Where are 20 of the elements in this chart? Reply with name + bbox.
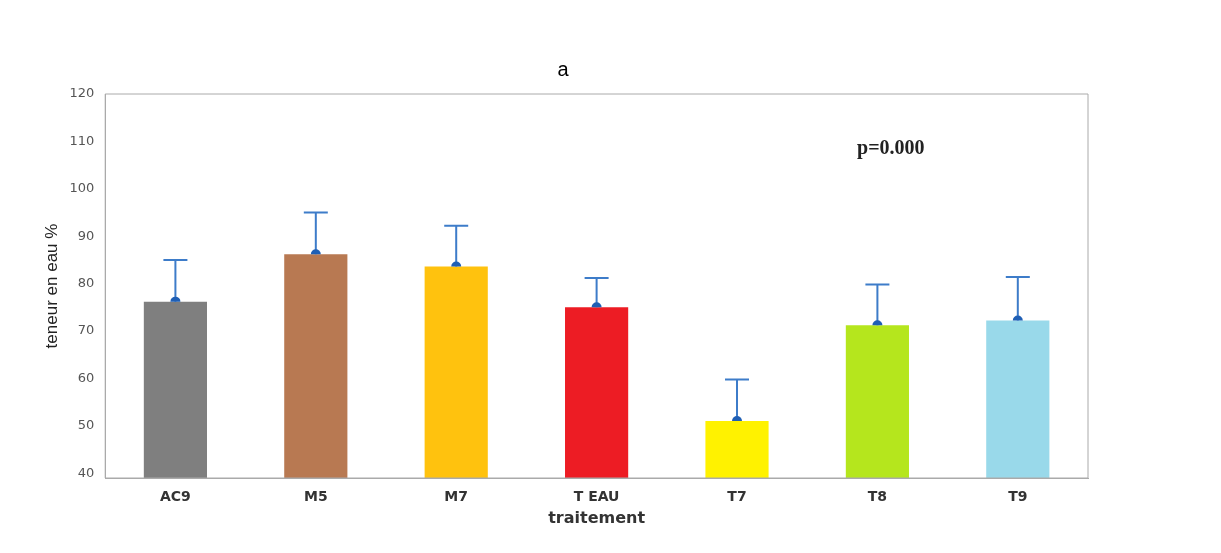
y-tick-label: 90	[77, 227, 95, 243]
annotation: p=0.000	[857, 136, 925, 159]
x-axis-title: traitement	[548, 507, 646, 527]
x-tick-label: M7	[444, 488, 469, 505]
x-tick-label: T8	[867, 488, 888, 505]
x-tick-label: T7	[727, 488, 747, 505]
x-tick-label: M5	[303, 488, 328, 505]
y-tick-label: 40	[77, 464, 95, 480]
y-axis-title: teneur en eau %	[41, 223, 61, 349]
x-tick-label: T EAU	[573, 488, 620, 505]
y-tick-label: 120	[69, 85, 95, 101]
y-tick-label: 70	[77, 322, 95, 338]
y-tick-label: 80	[77, 275, 95, 290]
x-tick-label: T9	[1008, 488, 1028, 505]
x-tick-label: AC9	[159, 488, 191, 505]
y-tick-label: 100	[69, 180, 95, 196]
y-tick-label: 110	[69, 132, 95, 148]
chart-title: a	[557, 57, 570, 80]
y-tick-label: 50	[77, 417, 95, 433]
y-tick-label: 60	[77, 369, 95, 385]
